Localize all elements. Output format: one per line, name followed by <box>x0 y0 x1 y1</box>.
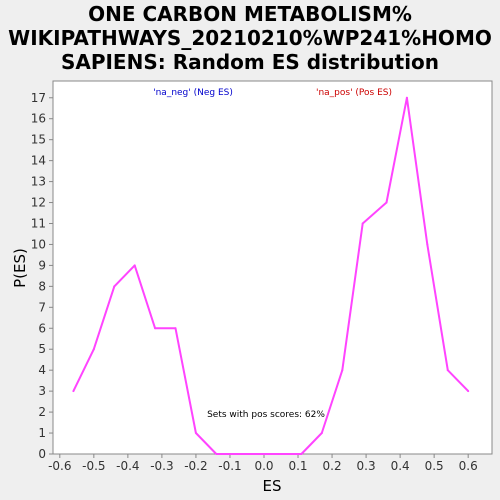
data-point <box>446 369 449 372</box>
x-tick-label: -0.3 <box>150 459 173 473</box>
x-axis: -0.6 -0.5 -0.4 -0.3 -0.2 -0.1 0.0 0.1 0.2 0.3 0.4 0… <box>48 454 478 473</box>
data-point <box>215 453 218 455</box>
legend-neg: 'na_neg' (Neg ES) <box>153 88 233 98</box>
x-tick-label: 0.1 <box>288 459 307 473</box>
y-tick-label: 8 <box>38 279 46 293</box>
y-tick-label: 13 <box>31 175 46 189</box>
y-tick-label: 5 <box>38 342 46 356</box>
y-tick-label: 0 <box>38 447 46 461</box>
annotation-pos-scores: Sets with pos scores: 62% <box>207 410 325 420</box>
x-tick-label: 0.5 <box>425 459 444 473</box>
x-tick-label: -0.5 <box>82 459 105 473</box>
x-tick-label: 0.4 <box>391 459 410 473</box>
legend-pos: 'na_pos' (Pos ES) <box>316 88 392 98</box>
plot-area <box>52 80 493 455</box>
y-tick-label: 4 <box>38 363 46 377</box>
data-point <box>92 348 95 351</box>
y-tick-label: 6 <box>38 321 46 335</box>
y-tick-label: 7 <box>38 300 46 314</box>
x-tick-label: -0.6 <box>48 459 71 473</box>
x-axis-label: ES <box>263 477 282 495</box>
data-point <box>256 453 259 455</box>
x-tick-label: 0.0 <box>254 459 273 473</box>
y-tick-label: 12 <box>31 196 46 210</box>
data-point <box>320 432 323 435</box>
data-point <box>426 243 429 246</box>
chart-title-line-3: SAPIENS: Random ES distribution <box>60 50 440 74</box>
x-tick-label: 0.6 <box>459 459 478 473</box>
x-tick-label: -0.2 <box>184 459 207 473</box>
y-tick-label: 16 <box>31 112 46 126</box>
data-point <box>133 264 136 267</box>
y-tick-label: 17 <box>31 91 46 105</box>
x-tick-label: -0.4 <box>116 459 139 473</box>
y-tick-label: 1 <box>38 426 46 440</box>
data-point <box>467 390 470 393</box>
data-point <box>174 327 177 330</box>
y-tick-label: 9 <box>38 258 46 272</box>
y-tick-label: 11 <box>31 216 46 230</box>
data-point <box>276 453 279 455</box>
y-tick-label: 2 <box>38 405 46 419</box>
x-tick-label: 0.3 <box>357 459 376 473</box>
x-tick-label: -0.1 <box>218 459 241 473</box>
chart-title: ONE CARBON METABOLISM% WIKIPATHWAYS_2021… <box>0 2 500 74</box>
series-line <box>72 96 469 455</box>
x-tick-label: 0.2 <box>323 459 342 473</box>
data-point <box>235 453 238 455</box>
chart-title-line-1: ONE CARBON METABOLISM% <box>88 2 412 26</box>
y-tick-label: 14 <box>31 154 46 168</box>
data-point <box>154 327 157 330</box>
y-tick-label: 10 <box>31 237 46 251</box>
y-axis-label: P(ES) <box>11 248 29 288</box>
data-point <box>194 432 197 435</box>
data-point <box>113 285 116 288</box>
data-point <box>300 453 303 455</box>
data-point <box>341 369 344 372</box>
data-point <box>385 201 388 204</box>
series-layer <box>72 96 470 455</box>
data-point <box>361 222 364 225</box>
y-tick-label: 15 <box>31 133 46 147</box>
chart-title-line-2: WIKIPATHWAYS_20210210%WP241%HOMO <box>8 26 492 50</box>
data-point <box>405 96 408 99</box>
y-tick-label: 3 <box>38 384 46 398</box>
data-point <box>72 390 75 393</box>
